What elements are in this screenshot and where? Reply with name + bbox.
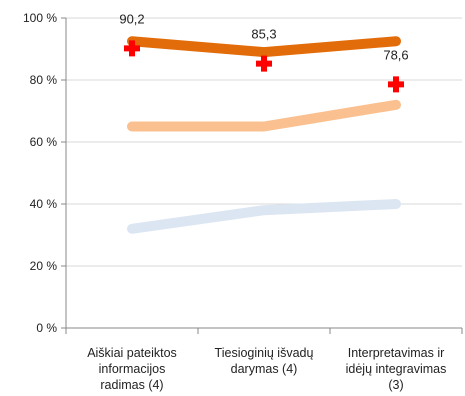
x-tick-label-line: radimas (4) (100, 378, 164, 392)
series-line-2 (127, 199, 401, 234)
y-tick-label: 40 % (30, 197, 58, 211)
y-tick-label: 80 % (30, 73, 58, 87)
grid-lines (61, 17, 463, 334)
data-labels: 90,2 85,3 78,6 (119, 11, 408, 62)
plus-marker (388, 76, 404, 93)
x-tick-label-line: Tiesioginių išvadų (214, 346, 314, 360)
y-axis-ticks: 0 % 20 % 40 % 60 % 80 % 100 % (23, 11, 57, 335)
series-lines (127, 36, 401, 234)
x-tick-label: Interpretavimas ir idėjų integravimas (3) (326, 345, 465, 393)
plus-marker (124, 40, 140, 57)
plus-marker (256, 55, 272, 72)
y-tick-label: 20 % (30, 259, 58, 273)
y-tick-label: 0 % (36, 321, 57, 335)
x-tick-label: Aiškiai pateiktos informacijos radimas (4) (62, 345, 202, 393)
x-tick-label-line: Interpretavimas ir (347, 346, 445, 360)
x-tick-label-line: (3) (388, 378, 404, 392)
x-tick-label: Tiesioginių išvadų darymas (4) (194, 345, 334, 377)
x-tick-label-line: informacijos (98, 362, 166, 376)
series-markers (124, 40, 404, 93)
y-tick-label: 100 % (23, 11, 57, 25)
y-tick-label: 60 % (30, 135, 58, 149)
series-line-1 (127, 99, 401, 132)
x-tick-label-line: darymas (4) (230, 362, 298, 376)
data-label: 78,6 (383, 47, 408, 62)
data-label: 90,2 (119, 11, 144, 26)
x-tick-label-line: Aiškiai pateiktos (87, 346, 177, 360)
data-label: 85,3 (251, 27, 276, 42)
series-line-0 (127, 36, 401, 58)
x-tick-label-line: idėjų integravimas (345, 362, 447, 376)
